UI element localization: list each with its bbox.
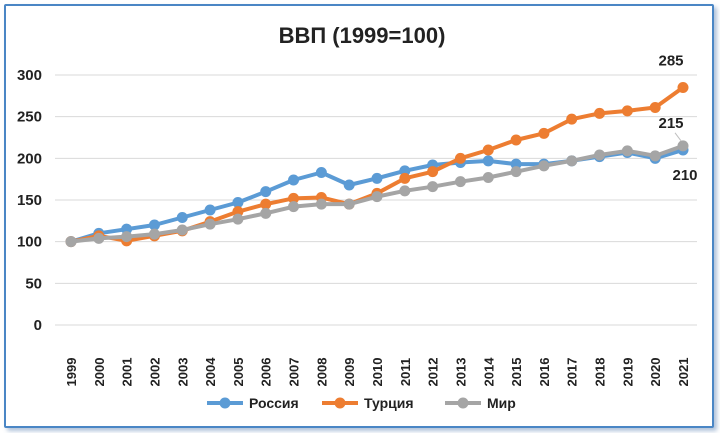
x-tick-label: 2017	[565, 358, 580, 387]
data-point	[594, 107, 606, 119]
series-3	[65, 140, 689, 248]
data-point	[399, 185, 411, 197]
data-point	[371, 172, 383, 184]
x-tick-label: 2005	[231, 358, 246, 387]
x-tick-label: 2018	[593, 358, 608, 387]
data-label: 285	[658, 53, 683, 70]
data-point	[621, 105, 633, 117]
x-tick-label: 2020	[648, 358, 663, 387]
data-point	[510, 134, 522, 146]
data-point	[260, 207, 272, 219]
data-point	[204, 218, 216, 230]
legend-marker	[219, 397, 231, 409]
legend-marker	[334, 397, 346, 409]
x-tick-label: 2019	[620, 358, 635, 387]
data-point	[288, 192, 300, 204]
legend-label: Турция	[364, 395, 414, 411]
data-point	[566, 113, 578, 125]
x-tick-label: 2007	[287, 358, 302, 387]
x-tick-label: 2009	[342, 358, 357, 387]
series-group	[65, 82, 689, 248]
x-tick-label: 2001	[120, 358, 135, 387]
y-axis-ticks: 0 50 100 150 200 250 300	[17, 67, 42, 334]
data-point	[260, 198, 272, 210]
data-point	[93, 232, 105, 244]
data-label: 210	[672, 167, 697, 184]
data-point	[371, 191, 383, 203]
y-tick-label: 50	[25, 275, 42, 292]
y-tick-label: 0	[34, 317, 42, 334]
data-point	[649, 102, 661, 113]
x-tick-label: 2002	[147, 358, 162, 387]
data-point	[427, 181, 439, 193]
x-axis-ticks: 1999 2000 2001 2002 2003 2004 2005 2006 2007 2008…	[64, 357, 691, 387]
x-tick-label: 2016	[537, 358, 552, 387]
legend-item-2: Турция	[322, 395, 414, 411]
data-point	[176, 212, 188, 223]
legend: Россия Турция Мир	[207, 395, 516, 411]
x-tick-label: 2011	[398, 358, 413, 386]
data-point	[288, 201, 300, 213]
x-tick-label: 2012	[426, 358, 441, 387]
x-tick-label: 2004	[203, 357, 218, 387]
data-point	[148, 228, 160, 240]
data-point	[427, 166, 439, 178]
legend-item-3: Мир	[445, 395, 516, 411]
chart-title: ВВП (1999=100)	[279, 23, 446, 48]
legend-marker	[457, 397, 469, 409]
data-point	[482, 144, 494, 156]
data-point	[148, 219, 160, 231]
data-point	[260, 186, 272, 198]
data-point	[176, 224, 188, 236]
x-tick-label: 2015	[509, 358, 524, 387]
data-point	[538, 160, 550, 172]
x-tick-label: 2000	[92, 358, 107, 387]
legend-item-1: Россия	[207, 395, 299, 411]
data-point	[482, 155, 494, 167]
x-tick-label: 1999	[64, 358, 79, 387]
data-point	[288, 174, 300, 186]
series-line	[70, 85, 685, 244]
y-tick-label: 250	[17, 109, 42, 126]
data-point	[232, 213, 244, 225]
data-point	[482, 172, 494, 183]
data-point	[204, 204, 216, 216]
data-point	[65, 236, 77, 248]
legend-label: Россия	[249, 395, 299, 411]
data-point	[510, 166, 522, 178]
data-point	[649, 150, 661, 162]
legend-label: Мир	[487, 395, 516, 411]
data-point	[594, 149, 606, 161]
y-tick-label: 300	[17, 67, 42, 84]
data-labels: 285 215 210	[658, 53, 697, 185]
x-tick-label: 2013	[453, 358, 468, 387]
data-point	[677, 140, 689, 152]
data-point	[315, 167, 327, 178]
leader-line	[674, 132, 682, 142]
data-point	[343, 198, 355, 210]
data-point	[315, 198, 327, 210]
data-point	[454, 152, 466, 164]
data-point	[121, 231, 133, 243]
data-point	[677, 82, 689, 93]
data-point	[343, 179, 355, 191]
data-point	[566, 155, 578, 167]
y-tick-label: 150	[17, 192, 42, 209]
data-point	[538, 127, 550, 139]
data-point	[232, 197, 244, 208]
x-tick-label: 2008	[314, 358, 329, 387]
y-tick-label: 100	[17, 234, 42, 251]
data-point	[454, 176, 466, 188]
x-tick-label: 2010	[370, 358, 385, 387]
data-point	[621, 145, 633, 157]
x-tick-label: 2021	[676, 358, 691, 387]
x-tick-label: 2014	[481, 357, 496, 387]
x-tick-label: 2003	[175, 358, 190, 387]
data-point	[399, 172, 411, 184]
data-label: 215	[658, 115, 683, 132]
y-tick-label: 200	[17, 150, 42, 167]
x-tick-label: 2006	[259, 358, 274, 387]
